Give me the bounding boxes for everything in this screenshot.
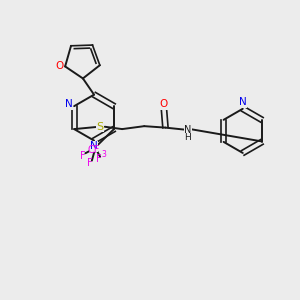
Text: F: F xyxy=(87,158,92,168)
Text: N: N xyxy=(65,99,73,110)
Text: F: F xyxy=(95,154,101,164)
Text: F: F xyxy=(80,151,85,160)
Text: S: S xyxy=(97,122,104,132)
Text: N: N xyxy=(239,97,247,107)
Text: CF: CF xyxy=(87,145,100,155)
Text: H: H xyxy=(184,133,191,142)
Text: 3: 3 xyxy=(102,150,107,159)
Text: N: N xyxy=(184,125,191,135)
Text: N: N xyxy=(90,142,97,152)
Text: O: O xyxy=(56,61,64,71)
Text: O: O xyxy=(160,99,168,109)
